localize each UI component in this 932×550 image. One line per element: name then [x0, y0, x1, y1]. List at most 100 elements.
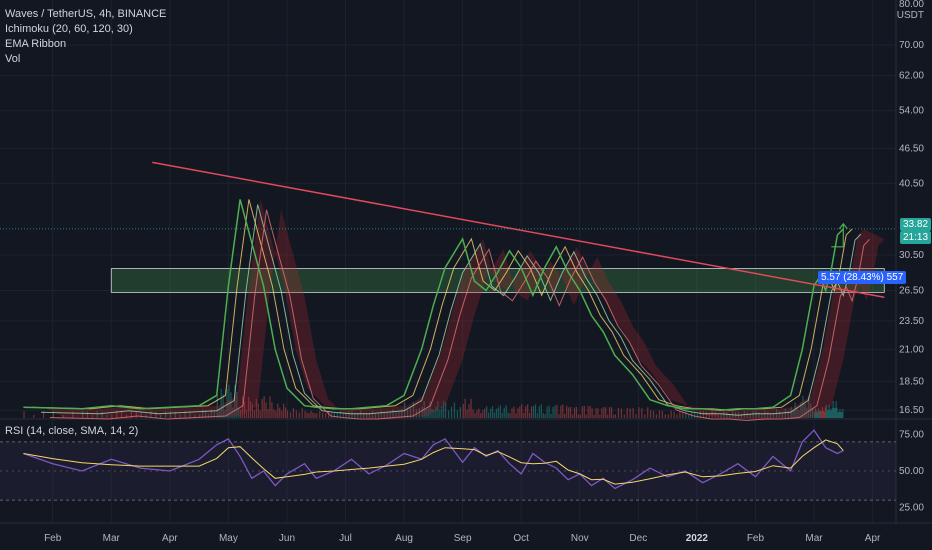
volume-bar — [111, 414, 113, 418]
volume-bar — [579, 414, 581, 418]
time-tick-label-7: Sep — [454, 533, 472, 544]
volume-bar — [546, 406, 548, 418]
volume-bar — [808, 396, 810, 418]
volume-bar — [589, 405, 591, 418]
volume-bar — [714, 411, 716, 418]
volume-bar — [842, 409, 844, 418]
volume-bar — [562, 404, 564, 418]
volume-bar — [283, 403, 285, 418]
rsi-tick-label-0: 75.00 — [899, 430, 924, 441]
volume-bar — [351, 410, 353, 418]
volume-bar — [174, 411, 176, 418]
legend-ichimoku[interactable]: Ichimoku (20, 60, 120, 30) — [5, 23, 133, 35]
volume-bar — [740, 413, 743, 418]
volume-bar — [550, 413, 552, 418]
volume-bar — [222, 394, 224, 418]
volume-bar — [325, 413, 327, 418]
volume-bar — [392, 409, 394, 418]
volume-bar — [610, 407, 613, 418]
time-tick-label-9: Nov — [571, 533, 589, 544]
volume-bar — [298, 412, 300, 418]
volume-bar — [693, 411, 696, 418]
measure-label: 5.57 (28.43%) 557 — [818, 271, 907, 284]
volume-bar — [821, 407, 824, 418]
volume-bar — [804, 403, 806, 418]
volume-bar — [230, 392, 232, 418]
volume-bar — [620, 408, 622, 418]
volume-bar — [116, 410, 118, 418]
volume-bar — [641, 408, 643, 418]
volume-bar — [255, 398, 257, 418]
volume-bar — [238, 408, 240, 418]
volume-bar — [427, 406, 429, 418]
volume-bar — [819, 410, 822, 418]
volume-bar — [570, 406, 572, 418]
current-price-badge: 33.82 — [900, 218, 932, 231]
time-tick-label-3: May — [219, 533, 238, 544]
chart-title[interactable]: Waves / TetherUS, 4h, BINANCE — [5, 8, 167, 20]
volume-bar — [517, 408, 519, 418]
price-tick-label-9: 18.50 — [899, 376, 924, 387]
volume-bar — [525, 406, 527, 418]
volume-bar — [581, 406, 583, 418]
volume-bar — [407, 409, 409, 418]
volume-bar — [240, 409, 242, 418]
volume-bar — [814, 412, 816, 418]
volume-bar — [617, 408, 620, 418]
rsi-tick-label-2: 25.00 — [899, 502, 924, 513]
volume-bar — [371, 410, 374, 418]
volume-bar — [468, 404, 470, 418]
volume-bar — [289, 412, 292, 418]
volume-bar — [443, 401, 445, 418]
volume-bar — [623, 414, 625, 418]
volume-bar — [635, 414, 637, 418]
volume-bar — [835, 401, 837, 418]
volume-bar — [513, 406, 515, 418]
volume-bar — [210, 409, 213, 418]
volume-bar — [265, 402, 267, 418]
volume-bar — [614, 414, 617, 418]
rsi-legend[interactable]: RSI (14, close, SMA, 14, 2) — [5, 425, 139, 437]
volume-bar — [493, 412, 496, 418]
volume-bar — [459, 407, 461, 418]
volume-bar — [348, 411, 350, 418]
volume-bar — [767, 412, 769, 418]
legend-ema-ribbon[interactable]: EMA Ribbon — [5, 38, 67, 50]
volume-bar — [448, 410, 450, 418]
legend-vol[interactable]: Vol — [5, 53, 21, 65]
volume-bar — [330, 412, 333, 418]
volume-bar — [327, 410, 330, 418]
volume-bar — [216, 394, 218, 418]
volume-bar — [661, 410, 663, 418]
volume-bar — [571, 414, 574, 418]
time-tick-label-14: Apr — [865, 533, 881, 544]
volume-bar — [140, 411, 142, 418]
volume-bar — [202, 409, 204, 418]
time-tick-label-10: Dec — [629, 533, 647, 544]
volume-bar — [336, 413, 338, 418]
volume-bar — [838, 411, 840, 418]
volume-bar — [505, 405, 507, 418]
volume-bar — [828, 404, 830, 418]
volume-bars — [23, 384, 844, 418]
volume-bar — [439, 409, 441, 418]
volume-bar — [568, 407, 570, 418]
volume-bar — [527, 404, 529, 418]
volume-bar — [295, 410, 297, 418]
volume-bar — [495, 408, 498, 418]
volume-bar — [257, 403, 259, 418]
descending-trendline — [152, 161, 885, 298]
volume-bar — [832, 401, 834, 418]
volume-bar — [453, 402, 456, 418]
volume-bar — [418, 408, 420, 418]
volume-bar — [244, 401, 246, 418]
volume-bar — [308, 413, 310, 418]
volume-bar — [150, 411, 152, 418]
volume-bar — [800, 402, 802, 418]
volume-bar — [437, 401, 439, 418]
volume-bar — [456, 410, 458, 418]
volume-bar — [312, 412, 314, 418]
volume-bar — [228, 384, 230, 418]
